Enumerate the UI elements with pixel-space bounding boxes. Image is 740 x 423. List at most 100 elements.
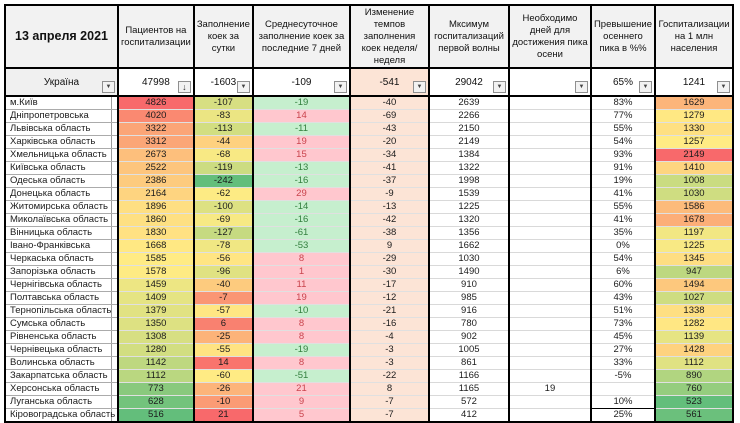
filter-dropdown-icon[interactable]: ▼ <box>236 81 250 94</box>
cell-peak-exceed-pct[interactable]: -5% <box>590 369 656 384</box>
cell-first-wave-max[interactable]: 1225 <box>428 200 510 215</box>
cell-ukraine-avg7[interactable]: -109 ▼ <box>252 68 351 98</box>
cell-avg-7-days[interactable]: -10 <box>252 304 351 319</box>
cell-week-change[interactable]: -9 <box>349 187 430 202</box>
cell-first-wave-max[interactable]: 916 <box>428 304 510 319</box>
cell-first-wave-max[interactable]: 1662 <box>428 239 510 254</box>
cell-days-to-peak[interactable] <box>508 317 592 332</box>
cell-peak-exceed-pct[interactable]: 77% <box>590 109 656 124</box>
cell-hosp-per-1mln[interactable]: 1338 <box>654 304 734 319</box>
cell-hosp-per-1mln[interactable]: 1257 <box>654 135 734 150</box>
cell-patients[interactable]: 1280 <box>118 343 195 358</box>
cell-days-to-peak[interactable] <box>508 148 592 163</box>
cell-week-change[interactable]: -37 <box>349 174 430 189</box>
cell-ukraine-first-wave-max[interactable]: 29042 ▼ <box>428 68 510 98</box>
cell-beds-per-day[interactable]: -7 <box>193 291 254 306</box>
cell-hosp-per-1mln[interactable]: 1030 <box>654 187 734 202</box>
cell-week-change[interactable]: -17 <box>349 278 430 293</box>
cell-days-to-peak[interactable] <box>508 330 592 345</box>
cell-peak-exceed-pct[interactable]: 33% <box>590 356 656 371</box>
filter-dropdown-icon[interactable]: ▼ <box>333 81 347 94</box>
header-hosp-per-1mln[interactable]: Госпитализации на 1 млн населения <box>654 3 734 70</box>
cell-peak-exceed-pct[interactable]: 91% <box>590 161 656 176</box>
filter-dropdown-icon[interactable]: ▼ <box>492 81 506 94</box>
cell-week-change[interactable]: -69 <box>349 109 430 124</box>
cell-region-name[interactable]: Житомирська область <box>4 200 119 215</box>
cell-avg-7-days[interactable]: -14 <box>252 200 351 215</box>
cell-region-name[interactable]: Дніпропетровська <box>4 109 119 124</box>
cell-hosp-per-1mln[interactable]: 947 <box>654 265 734 280</box>
cell-peak-exceed-pct[interactable]: 54% <box>590 252 656 267</box>
cell-peak-exceed-pct[interactable]: 25% <box>590 408 656 423</box>
cell-avg-7-days[interactable]: 19 <box>252 291 351 306</box>
cell-ukraine-peak-exceed-pct[interactable]: 65% ▼ <box>590 68 656 98</box>
cell-region-name[interactable]: Чернігівська область <box>4 278 119 293</box>
cell-peak-exceed-pct[interactable]: 51% <box>590 304 656 319</box>
cell-week-change[interactable]: -43 <box>349 122 430 137</box>
cell-beds-per-day[interactable]: -26 <box>193 382 254 397</box>
cell-peak-exceed-pct[interactable]: 10% <box>590 395 656 410</box>
cell-days-to-peak[interactable] <box>508 278 592 293</box>
cell-patients[interactable]: 4020 <box>118 109 195 124</box>
cell-region-name[interactable]: Закарпатська область <box>4 369 119 384</box>
cell-days-to-peak[interactable] <box>508 343 592 358</box>
cell-first-wave-max[interactable]: 1384 <box>428 148 510 163</box>
cell-region-name[interactable]: Волинська область <box>4 356 119 371</box>
cell-days-to-peak[interactable] <box>508 395 592 410</box>
cell-avg-7-days[interactable]: 8 <box>252 252 351 267</box>
cell-avg-7-days[interactable]: -51 <box>252 369 351 384</box>
filter-dropdown-icon[interactable]: ▼ <box>716 81 730 94</box>
cell-hosp-per-1mln[interactable]: 1410 <box>654 161 734 176</box>
cell-beds-per-day[interactable]: -69 <box>193 213 254 228</box>
cell-week-change[interactable]: 9 <box>349 239 430 254</box>
cell-week-change[interactable]: -42 <box>349 213 430 228</box>
header-peak-exceed-pct[interactable]: Превышение осеннего пика в %% <box>590 3 656 70</box>
cell-beds-per-day[interactable]: 6 <box>193 317 254 332</box>
cell-week-change[interactable]: -16 <box>349 317 430 332</box>
cell-hosp-per-1mln[interactable]: 1345 <box>654 252 734 267</box>
cell-week-change[interactable]: -30 <box>349 265 430 280</box>
cell-hosp-per-1mln[interactable]: 1225 <box>654 239 734 254</box>
cell-beds-per-day[interactable]: -60 <box>193 369 254 384</box>
cell-hosp-per-1mln[interactable]: 1027 <box>654 291 734 306</box>
cell-avg-7-days[interactable]: 1 <box>252 265 351 280</box>
cell-days-to-peak[interactable] <box>508 369 592 384</box>
cell-beds-per-day[interactable]: -96 <box>193 265 254 280</box>
cell-avg-7-days[interactable]: 8 <box>252 356 351 371</box>
cell-beds-per-day[interactable]: -100 <box>193 200 254 215</box>
cell-patients[interactable]: 3322 <box>118 122 195 137</box>
header-days-to-peak[interactable]: Необходимо дней для достижения пика осен… <box>508 3 592 70</box>
cell-hosp-per-1mln[interactable]: 2149 <box>654 148 734 163</box>
cell-region-name[interactable]: м.Київ <box>4 96 119 111</box>
cell-first-wave-max[interactable]: 1322 <box>428 161 510 176</box>
cell-first-wave-max[interactable]: 1356 <box>428 226 510 241</box>
cell-peak-exceed-pct[interactable]: 41% <box>590 187 656 202</box>
cell-week-change[interactable]: -3 <box>349 356 430 371</box>
cell-patients[interactable]: 1585 <box>118 252 195 267</box>
cell-first-wave-max[interactable]: 2266 <box>428 109 510 124</box>
cell-ukraine-name[interactable]: Україна ▼ <box>4 68 119 98</box>
cell-patients[interactable]: 1350 <box>118 317 195 332</box>
cell-first-wave-max[interactable]: 1030 <box>428 252 510 267</box>
filter-dropdown-icon[interactable]: ▼ <box>412 81 426 94</box>
cell-ukraine-patients[interactable]: 47998 ↓ <box>118 68 195 98</box>
cell-region-name[interactable]: Донецька область <box>4 187 119 202</box>
cell-first-wave-max[interactable]: 1005 <box>428 343 510 358</box>
filter-dropdown-icon[interactable]: ▼ <box>638 81 652 94</box>
cell-patients[interactable]: 4826 <box>118 96 195 111</box>
cell-peak-exceed-pct[interactable]: 43% <box>590 291 656 306</box>
cell-hosp-per-1mln[interactable]: 890 <box>654 369 734 384</box>
cell-peak-exceed-pct[interactable]: 41% <box>590 213 656 228</box>
cell-hosp-per-1mln[interactable]: 1282 <box>654 317 734 332</box>
cell-beds-per-day[interactable]: -10 <box>193 395 254 410</box>
cell-region-name[interactable]: Івано-Франківська <box>4 239 119 254</box>
cell-region-name[interactable]: Харківська область <box>4 135 119 150</box>
cell-beds-per-day[interactable]: -113 <box>193 122 254 137</box>
cell-beds-per-day[interactable]: -56 <box>193 252 254 267</box>
cell-patients[interactable]: 1409 <box>118 291 195 306</box>
cell-week-change[interactable]: -3 <box>349 343 430 358</box>
cell-days-to-peak[interactable] <box>508 213 592 228</box>
header-patients[interactable]: Пациентов на госпитализации <box>118 3 195 70</box>
cell-hosp-per-1mln[interactable]: 1586 <box>654 200 734 215</box>
cell-avg-7-days[interactable]: -19 <box>252 96 351 111</box>
